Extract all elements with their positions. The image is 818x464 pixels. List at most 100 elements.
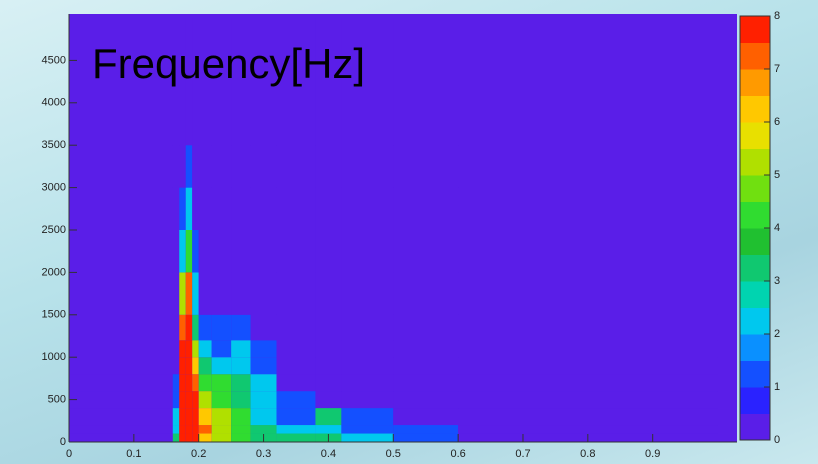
heat-cell	[393, 408, 459, 426]
heat-cell	[198, 408, 212, 426]
y-tick-label: 0	[60, 436, 66, 448]
heat-cell	[192, 433, 199, 442]
heat-cell	[198, 433, 212, 442]
heat-cell	[198, 18, 212, 146]
colorbar-swatch	[740, 334, 770, 361]
heat-cell	[341, 230, 394, 273]
x-tick-label: 0.9	[645, 448, 660, 460]
heat-cell	[315, 357, 342, 375]
heat-cell	[69, 374, 173, 392]
heat-cell	[393, 272, 459, 315]
heat-cell	[192, 425, 199, 434]
heat-cell	[179, 374, 186, 392]
heat-cell	[276, 340, 316, 358]
heat-cell	[276, 357, 316, 375]
colorbar-tick-label: 7	[774, 63, 780, 75]
heat-cell	[185, 18, 193, 146]
heat-cell	[276, 272, 316, 315]
heat-cell	[192, 272, 199, 315]
heat-cell	[341, 314, 394, 341]
heat-cell	[198, 357, 212, 375]
heat-cell	[458, 357, 718, 375]
heat-cell	[276, 425, 316, 434]
heat-cell	[172, 391, 180, 409]
heat-cell	[393, 230, 459, 273]
heat-cell	[192, 391, 199, 409]
heat-cell	[69, 18, 173, 146]
heat-cell	[198, 145, 212, 188]
heat-cell	[69, 230, 173, 273]
heat-cell	[231, 425, 251, 434]
heat-cell	[315, 230, 342, 273]
heat-cell	[198, 314, 212, 341]
heat-cell	[192, 408, 199, 426]
heat-cell	[211, 314, 232, 341]
heat-cell	[276, 374, 316, 392]
heat-cell	[393, 433, 459, 442]
heat-cell	[198, 391, 212, 409]
x-tick-label: 0.8	[580, 448, 595, 460]
heat-cell	[231, 408, 251, 426]
heat-cell	[458, 408, 718, 426]
colorbar-swatch	[740, 122, 770, 149]
heat-cell	[231, 357, 251, 375]
colorbar-swatch	[740, 254, 770, 282]
heat-cell	[250, 314, 277, 341]
heat-cell	[69, 425, 173, 434]
heat-cell	[250, 18, 277, 146]
x-tick-label: 0.1	[126, 448, 141, 460]
heat-cell	[341, 425, 394, 434]
heat-cell	[179, 357, 186, 375]
heat-cell	[231, 314, 251, 341]
heat-cell	[179, 433, 186, 442]
y-tick-label: 2500	[42, 224, 66, 236]
heat-cell	[341, 272, 394, 315]
heat-cell	[198, 272, 212, 315]
heat-cell	[276, 18, 316, 146]
heat-cell	[393, 374, 459, 392]
colorbar-swatch	[740, 148, 770, 176]
heat-cell	[315, 187, 342, 230]
heat-cell	[69, 340, 173, 358]
heat-cell	[185, 314, 193, 341]
heat-cell	[211, 18, 232, 146]
heat-cell	[250, 145, 277, 188]
heat-cell	[192, 187, 199, 230]
heat-cell	[179, 145, 186, 188]
heat-cell	[231, 391, 251, 409]
colorbar-swatch	[740, 95, 770, 123]
heat-cell	[211, 145, 232, 188]
heat-cell	[458, 272, 718, 315]
heat-cell	[179, 408, 186, 426]
heat-cell	[179, 340, 186, 358]
heat-cell	[276, 187, 316, 230]
y-tick-label: 2000	[42, 266, 66, 278]
colorbar-tick-label: 4	[774, 222, 780, 234]
heat-cell	[192, 357, 199, 375]
heat-cell	[315, 374, 342, 392]
heat-cell	[192, 230, 199, 273]
x-tick-label: 0.3	[256, 448, 271, 460]
y-tick-label: 3000	[42, 182, 66, 194]
colorbar-swatch	[740, 201, 770, 229]
heat-cell	[231, 145, 251, 188]
colorbar-tick-label: 5	[774, 169, 780, 181]
heat-cell	[211, 230, 232, 273]
heat-cell	[276, 408, 316, 426]
heat-cell	[69, 145, 173, 188]
heat-cell	[172, 357, 180, 375]
heat-cell	[185, 340, 193, 358]
heat-cell	[393, 425, 459, 434]
colorbar-swatch	[740, 42, 770, 70]
heat-cell	[211, 187, 232, 230]
heat-cell	[458, 145, 718, 188]
colorbar-swatch	[740, 281, 770, 308]
x-tick-label: 0	[66, 448, 72, 460]
heat-cell	[172, 18, 180, 146]
colorbar-tick-label: 3	[774, 275, 780, 287]
heat-cell	[458, 230, 718, 273]
heat-cell	[172, 230, 180, 273]
heat-cell	[185, 425, 193, 434]
heat-cell	[179, 187, 186, 230]
